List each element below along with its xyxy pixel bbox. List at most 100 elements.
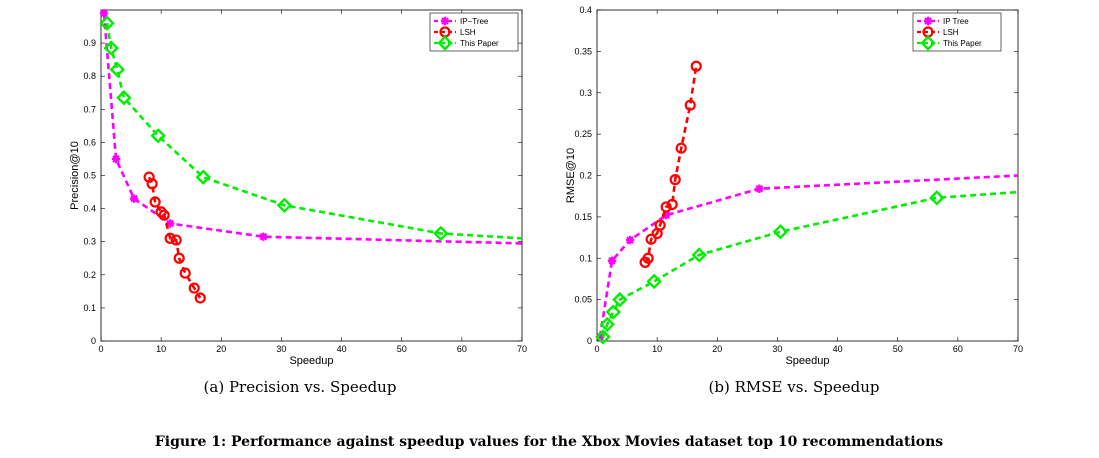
data-point [103, 40, 119, 56]
rmse-chart: 0 10 20 30 40 50 60 70 0 0.05 0.1 0.15 0.2 0.25 0.3 0.3… [565, 5, 1023, 367]
plot-area [596, 9, 1019, 342]
y-tick-label: 0.1 [83, 303, 96, 313]
x-tick-label: 20 [216, 344, 226, 354]
series-star [595, 174, 1018, 342]
data-point [595, 332, 605, 342]
x-tick-label: 0 [594, 344, 599, 354]
data-point [661, 211, 671, 220]
figure-caption: Figure 1: Performance against speedup va… [155, 434, 943, 450]
x-tick-label: 10 [652, 344, 662, 354]
y-tick-label: 0.15 [574, 212, 592, 222]
legend-label: This Paper [460, 39, 499, 48]
data-point [116, 90, 132, 106]
data-point [165, 219, 175, 228]
x-tick-label: 70 [517, 344, 527, 354]
series-line [598, 174, 1018, 338]
data-point [772, 224, 789, 240]
data-point [158, 209, 170, 221]
x-tick-label: 20 [712, 344, 722, 354]
x-tick-label: 30 [276, 344, 286, 354]
data-point [173, 252, 185, 264]
x-tick-label: 50 [893, 344, 903, 354]
data-point [259, 232, 268, 241]
x-axis-label: Speedup [785, 355, 829, 367]
data-point [605, 304, 621, 320]
x-tick-label: 50 [397, 344, 407, 354]
data-point [149, 196, 161, 208]
legend-label: LSH [460, 28, 476, 37]
data-point [195, 169, 211, 185]
data-point [612, 291, 628, 308]
data-point [99, 9, 109, 18]
precision-chart: 0 10 20 30 40 50 60 70 0 0.1 0.2 0.3 0.4 0.5 0.6 0.7 0.8… [69, 9, 527, 367]
y-tick-label: 0 [587, 336, 592, 346]
x-tick-label: 40 [833, 344, 843, 354]
data-point [755, 184, 764, 193]
legend-marker [437, 35, 453, 51]
plot-area [100, 9, 523, 342]
data-point [276, 197, 293, 213]
data-point [625, 235, 635, 245]
series-line [147, 176, 202, 299]
data-point [642, 252, 654, 264]
data-point [595, 329, 611, 345]
data-point [109, 61, 125, 78]
legend-marker [923, 16, 933, 26]
legend-label: LSH [943, 28, 959, 37]
data-point [929, 190, 945, 206]
data-point [179, 267, 191, 279]
data-point [646, 273, 662, 290]
data-point [99, 15, 115, 31]
legend-label: IP Tree [943, 17, 969, 26]
data-point [654, 219, 666, 231]
subcaption-a: (a) Precision vs. Speedup [204, 378, 397, 396]
y-tick-label: 0.6 [83, 137, 96, 147]
x-tick-label: 40 [337, 344, 347, 354]
data-point [660, 201, 672, 213]
y-tick-label: 0.4 [579, 5, 592, 15]
series-star [99, 9, 522, 245]
y-tick-label: 0.25 [574, 129, 592, 139]
data-point [691, 247, 707, 263]
data-point [599, 316, 615, 333]
x-tick-label: 60 [953, 344, 963, 354]
data-point [669, 174, 681, 186]
legend-marker [920, 35, 936, 51]
series-diamond [595, 190, 1018, 345]
data-point [433, 225, 449, 242]
x-tick-label: 0 [98, 344, 103, 354]
legend: IP Tree LSH This Paper [912, 12, 1002, 52]
y-tick-label: 0.2 [83, 270, 96, 280]
x-tick-label: 70 [1013, 344, 1023, 354]
x-tick-label: 10 [156, 344, 166, 354]
series-line [644, 66, 698, 264]
x-axis-label: Speedup [289, 355, 333, 367]
y-tick-label: 0.3 [83, 237, 96, 247]
series-diamond [99, 15, 522, 242]
y-axis-label: RMSE@10 [565, 148, 577, 203]
y-tick-label: 0.8 [83, 71, 96, 81]
data-point [666, 198, 678, 211]
legend-marker [440, 16, 450, 26]
legend-label: IP−Tree [460, 17, 489, 26]
y-tick-label: 0.35 [574, 46, 592, 56]
series-line [601, 190, 1018, 338]
data-point [129, 194, 139, 203]
data-point [690, 60, 702, 72]
y-tick-label: 0.7 [83, 104, 96, 114]
series-circle [143, 171, 206, 304]
legend-label: This Paper [943, 39, 982, 48]
data-point [684, 99, 696, 111]
y-tick-label: 0.1 [579, 253, 592, 263]
series-line [102, 13, 522, 245]
series-circle [639, 60, 702, 268]
x-tick-label: 60 [457, 344, 467, 354]
data-point [170, 234, 182, 246]
data-point [150, 128, 166, 144]
data-point [188, 282, 200, 294]
data-point [111, 154, 121, 164]
y-tick-label: 0.4 [83, 204, 96, 214]
y-tick-label: 0 [91, 336, 96, 346]
x-tick-label: 30 [772, 344, 782, 354]
